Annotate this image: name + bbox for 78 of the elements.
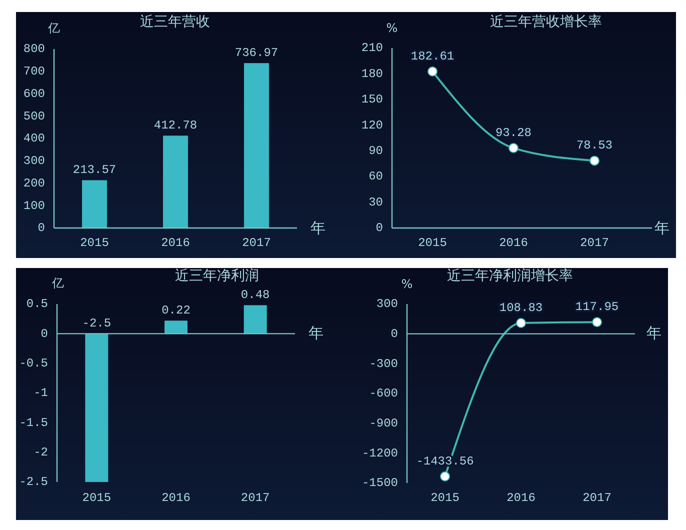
- y-tick-label: 0: [38, 221, 45, 236]
- data-label: 736.97: [234, 46, 278, 60]
- data-label: 117.95: [575, 300, 619, 314]
- y-tick-label: -600: [369, 386, 398, 401]
- bar: [82, 180, 107, 228]
- y-tick-label: 60: [368, 170, 383, 184]
- y-tick-label: 150: [361, 92, 383, 107]
- y-tick-label: 300: [376, 297, 398, 312]
- data-label: 213.57: [72, 163, 116, 178]
- x-tick-label: 2015: [82, 491, 112, 505]
- x-tick-label: 2015: [80, 236, 109, 250]
- x-tick-label: 2017: [242, 236, 271, 250]
- bar: [244, 305, 267, 334]
- x-tick-label: 2016: [161, 236, 190, 250]
- y-tick-label: 100: [23, 198, 45, 213]
- chart-title: 近三年净利润增长率: [447, 268, 573, 284]
- x-tick-label: 2017: [580, 236, 609, 250]
- data-label: 182.61: [410, 49, 454, 64]
- x-axis-title: 年: [654, 219, 670, 237]
- data-label: 412.78: [154, 118, 198, 133]
- y-tick-label: 700: [23, 64, 45, 79]
- y-tick-label: 0: [390, 327, 398, 342]
- x-tick-label: 2015: [430, 491, 460, 505]
- x-tick-label: 2017: [582, 491, 612, 505]
- y-tick-label: -1200: [362, 446, 398, 460]
- bar: [85, 334, 108, 482]
- point: [428, 66, 438, 76]
- point: [440, 471, 450, 482]
- x-tick-label: 2015: [418, 236, 447, 250]
- y-tick-label: 30: [368, 195, 383, 210]
- y-axis-title: %: [401, 277, 413, 291]
- y-tick-label: 0.5: [26, 297, 48, 312]
- data-label: 93.28: [495, 126, 532, 140]
- chart-title: 近三年营收增长率: [490, 14, 602, 30]
- bar: [164, 320, 188, 334]
- y-tick-label: -900: [369, 416, 398, 431]
- y-tick-label: -1: [34, 386, 48, 400]
- y-tick-label: 300: [23, 154, 45, 168]
- y-tick-label: 0: [40, 326, 48, 341]
- data-label: 78.53: [576, 138, 613, 153]
- y-tick-label: 500: [23, 109, 45, 124]
- y-tick-label: -300: [369, 356, 398, 371]
- data-label: 108.83: [499, 301, 543, 316]
- chart-title: 近三年净利润: [175, 268, 259, 284]
- data-label: -2.5: [82, 316, 112, 331]
- y-tick-label: 600: [23, 86, 45, 101]
- y-tick-label: 210: [361, 41, 383, 56]
- data-label: 0.48: [240, 288, 270, 302]
- x-axis-title: 年: [646, 324, 662, 342]
- y-tick-label: 120: [361, 118, 383, 132]
- x-axis-title: 年: [308, 324, 324, 342]
- y-tick-label: 90: [368, 144, 383, 158]
- y-tick-label: -1500: [362, 476, 398, 490]
- y-axis-title: 亿: [51, 276, 64, 290]
- x-tick-label: 2017: [240, 491, 270, 505]
- point: [590, 156, 600, 166]
- y-tick-label: 200: [23, 176, 45, 190]
- y-tick-label: -0.5: [19, 356, 48, 371]
- x-tick-label: 2016: [499, 236, 528, 250]
- y-tick-label: 800: [23, 42, 45, 56]
- y-tick-label: -2.5: [19, 475, 48, 490]
- y-tick-label: -2: [34, 446, 48, 460]
- point: [508, 143, 518, 154]
- x-axis-title: 年: [310, 219, 326, 237]
- point: [516, 318, 526, 328]
- y-axis-title: %: [386, 21, 398, 35]
- y-tick-label: 0: [376, 221, 383, 236]
- data-label: 0.22: [162, 304, 190, 318]
- y-tick-label: -1.5: [19, 416, 48, 430]
- y-axis-title: 亿: [47, 21, 60, 35]
- y-tick-label: 180: [361, 66, 383, 81]
- bar: [244, 63, 269, 228]
- point: [592, 317, 602, 328]
- bar: [163, 136, 188, 228]
- y-tick-label: 400: [23, 132, 45, 146]
- x-tick-label: 2016: [162, 491, 190, 505]
- x-tick-label: 2016: [506, 491, 536, 505]
- chart-title: 近三年营收: [140, 14, 210, 30]
